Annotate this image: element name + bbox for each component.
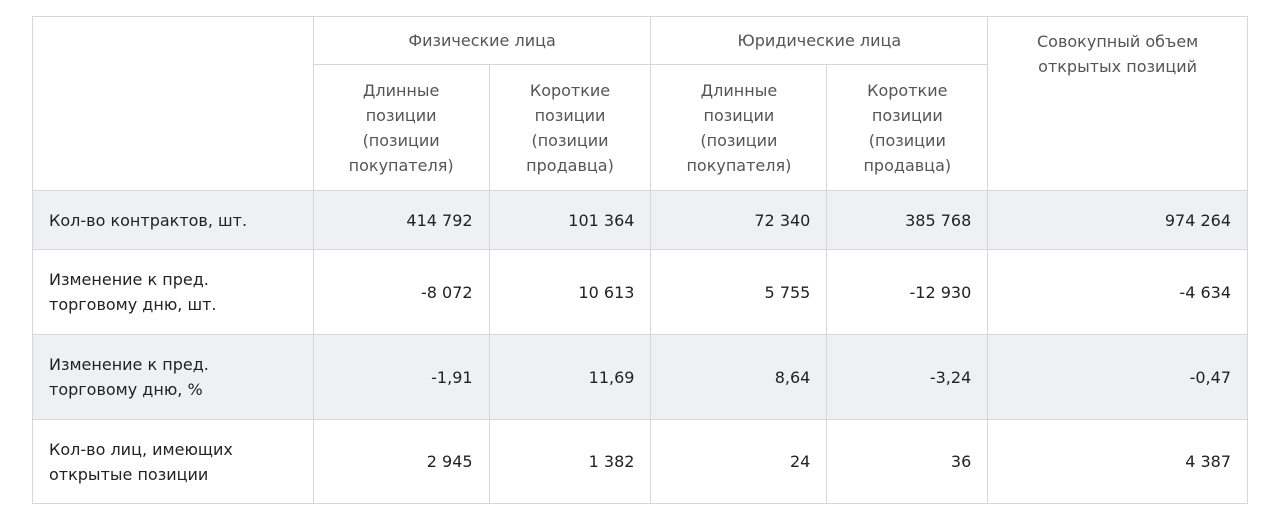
value-cell: 1 382	[488, 419, 652, 504]
sub-header-text: Длинные позиции (позиции покупателя)	[348, 80, 454, 175]
value-cell: -4 634	[987, 249, 1248, 335]
value-cell: -12 930	[826, 249, 989, 335]
sub-header: Длинные позиции (позиции покупателя)	[312, 64, 490, 191]
group-header: Юридические лица	[650, 16, 989, 65]
value-cell: 8,64	[650, 334, 828, 420]
sub-header: Короткие позиции (позиции продавца)	[826, 64, 989, 191]
value-cell: 414 792	[312, 190, 490, 250]
value-cell: 10 613	[488, 249, 652, 335]
sub-header-text: Длинные позиции (позиции покупателя)	[686, 80, 792, 175]
value-cell: -8 072	[312, 249, 490, 335]
sub-header: Короткие позиции (позиции продавца)	[488, 64, 652, 191]
table-row: Кол-во лиц, имеющих открытые позиции 2 94…	[32, 419, 1248, 504]
row-label-text: Кол-во лиц, имеющих открытые позиции	[49, 439, 233, 484]
row-label: Кол-во контрактов, шт.	[32, 190, 314, 250]
value-cell: 4 387	[987, 419, 1248, 504]
row-label: Кол-во лиц, имеющих открытые позиции	[32, 419, 314, 504]
table-row: Изменение к пред. торговому дню, шт. -8 0…	[32, 249, 1248, 335]
value-cell: 5 755	[650, 249, 828, 335]
row-label-text: Кол-во контрактов, шт.	[49, 210, 248, 230]
table-row: Изменение к пред. торговому дню, % -1,91 1…	[32, 334, 1248, 420]
sub-header: Длинные позиции (позиции покупателя)	[650, 64, 828, 191]
group-header-text: Совокупный объем открытых позиций	[1037, 32, 1199, 76]
value-cell: -3,24	[826, 334, 989, 420]
row-label-text: Изменение к пред. торговому дню, %	[49, 355, 209, 399]
corner-cell	[32, 16, 314, 191]
sub-header-text: Короткие позиции (позиции продавца)	[863, 80, 952, 175]
value-cell: 11,69	[488, 334, 652, 420]
value-cell: 385 768	[826, 190, 989, 250]
value-cell: 24	[650, 419, 828, 504]
row-label: Изменение к пред. торговому дню, %	[32, 334, 314, 420]
value-cell: 2 945	[312, 419, 490, 504]
value-cell: 72 340	[650, 190, 828, 250]
group-header: Физические лица	[312, 16, 652, 65]
table-row: Кол-во контрактов, шт. 414 792 101 364 72 3…	[32, 190, 1248, 250]
group-header: Совокупный объем открытых позиций	[987, 16, 1248, 191]
value-cell: 974 264	[987, 190, 1248, 250]
value-cell: 36	[826, 419, 989, 504]
row-label: Изменение к пред. торговому дню, шт.	[32, 249, 314, 335]
sub-header-text: Короткие позиции (позиции продавца)	[526, 80, 614, 175]
value-cell: -0,47	[987, 334, 1248, 420]
value-cell: 101 364	[488, 190, 652, 250]
positions-table: Физические лица Юридические лица Совокуп…	[32, 16, 1248, 504]
value-cell: -1,91	[312, 334, 490, 420]
row-label-text: Изменение к пред. торговому дню, шт.	[49, 270, 217, 314]
